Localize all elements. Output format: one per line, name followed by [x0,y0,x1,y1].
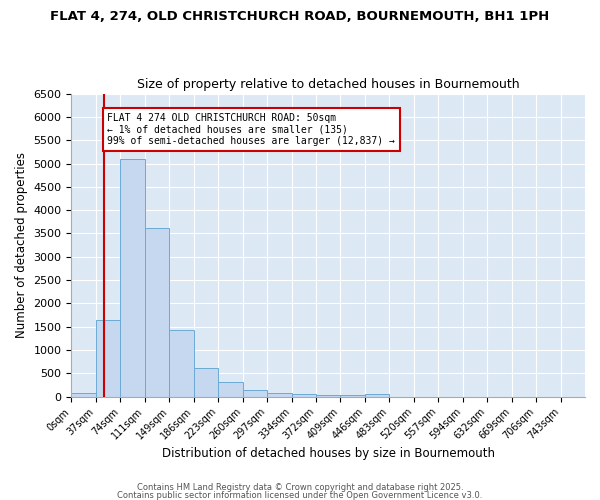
Bar [145,228,169,396]
Text: FLAT 4, 274, OLD CHRISTCHURCH ROAD, BOURNEMOUTH, BH1 1PH: FLAT 4, 274, OLD CHRISTCHURCH ROAD, BOUR… [50,10,550,23]
Text: Contains HM Land Registry data © Crown copyright and database right 2025.: Contains HM Land Registry data © Crown c… [137,484,463,492]
Bar [121,159,145,396]
Bar [267,393,292,396]
Bar [242,390,267,396]
Bar [194,368,218,396]
Bar [71,393,96,396]
Bar [218,382,242,396]
Title: Size of property relative to detached houses in Bournemouth: Size of property relative to detached ho… [137,78,520,91]
Bar [292,394,316,396]
Text: Contains public sector information licensed under the Open Government Licence v3: Contains public sector information licen… [118,490,482,500]
Bar [316,394,340,396]
Bar [169,330,194,396]
X-axis label: Distribution of detached houses by size in Bournemouth: Distribution of detached houses by size … [162,447,495,460]
Y-axis label: Number of detached properties: Number of detached properties [15,152,28,338]
Bar [365,394,389,396]
Text: FLAT 4 274 OLD CHRISTCHURCH ROAD: 50sqm
← 1% of detached houses are smaller (135: FLAT 4 274 OLD CHRISTCHURCH ROAD: 50sqm … [107,113,395,146]
Bar [96,320,121,396]
